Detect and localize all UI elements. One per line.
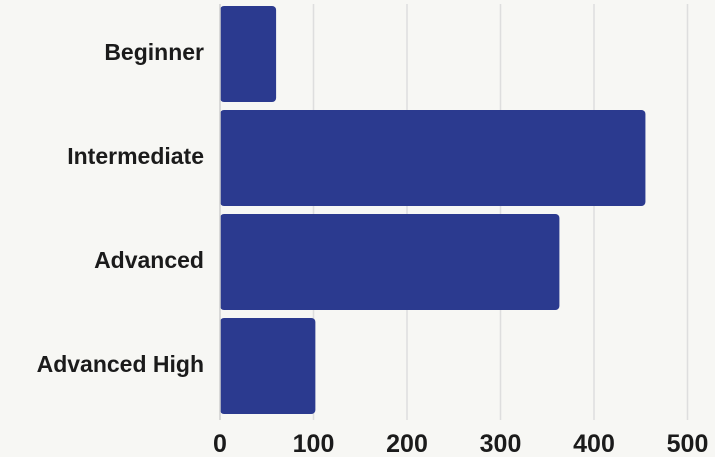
category-label: Advanced <box>94 247 204 273</box>
bar <box>220 318 316 414</box>
x-tick-label: 100 <box>293 430 335 457</box>
bar <box>220 6 277 102</box>
x-tick-label: 0 <box>213 430 227 457</box>
bar <box>220 110 646 206</box>
category-labels: Beginner Intermediate Advanced Advanced Hig… <box>37 39 204 377</box>
x-tick-labels: 0 100 200 300 400 500 <box>213 430 708 457</box>
bars <box>220 6 646 414</box>
bar <box>220 214 560 310</box>
category-label: Advanced High <box>37 351 204 377</box>
x-tick-label: 200 <box>386 430 428 457</box>
category-label: Beginner <box>104 39 204 65</box>
x-tick-label: 500 <box>667 430 709 457</box>
category-label: Intermediate <box>67 143 204 169</box>
x-tick-label: 400 <box>573 430 615 457</box>
x-tick-label: 300 <box>480 430 522 457</box>
